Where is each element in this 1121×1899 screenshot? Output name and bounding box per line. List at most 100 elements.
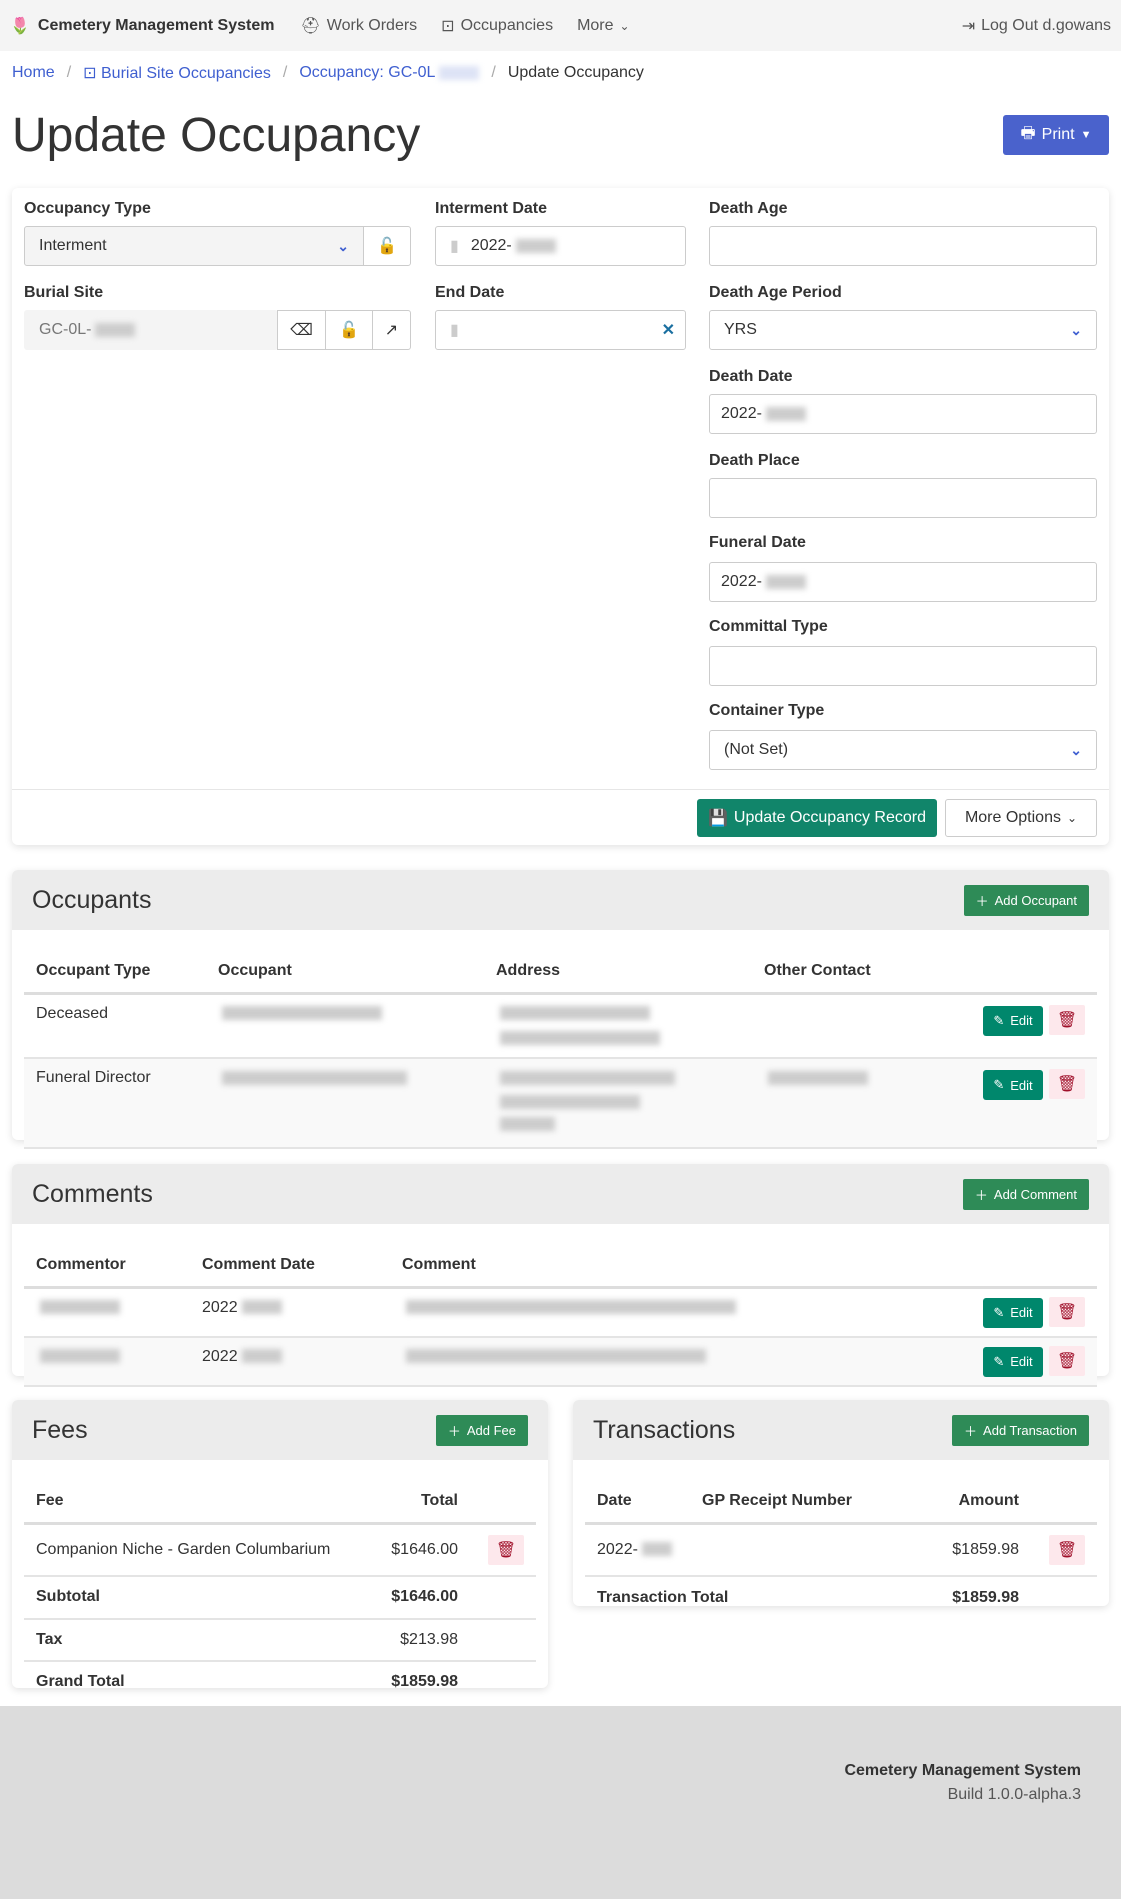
nav-label: More bbox=[577, 16, 614, 34]
nav-more-dropdown[interactable]: More ⌄ bbox=[577, 17, 630, 35]
grand-total-value: $1859.98 bbox=[391, 1673, 458, 1690]
redacted bbox=[40, 1300, 120, 1315]
occupancy-form: Occupancy Type Interment ⌄ 🔓 Burial Site … bbox=[12, 188, 1109, 845]
table-row: 2022 ✎ Edit 🗑 bbox=[24, 1287, 1097, 1338]
redacted bbox=[222, 1070, 407, 1085]
add-occupant-button[interactable]: ＋ Add Occupant bbox=[963, 884, 1089, 916]
crumb-label: Occupancy: GC-0L bbox=[299, 64, 436, 81]
delete-transaction-button[interactable]: 🗑 bbox=[1049, 1534, 1085, 1565]
add-transaction-button[interactable]: ＋ Add Transaction bbox=[952, 1414, 1089, 1446]
redacted bbox=[765, 575, 806, 589]
update-occupancy-button[interactable]: 💾 Update Occupancy Record bbox=[697, 799, 937, 837]
breadcrumb-burial-site-occupancies[interactable]: ⊡ Burial Site Occupancies bbox=[83, 63, 271, 83]
panel-header: Transactions ＋ Add Transaction bbox=[573, 1400, 1109, 1460]
table-row: Companion Niche - Garden Columbarium $164… bbox=[24, 1523, 536, 1577]
burial-site-input[interactable]: GC-0L- bbox=[24, 310, 278, 350]
column-header: Commentor bbox=[24, 1244, 190, 1289]
top-navbar: 🌷 Cemetery Management System ⛑ Work Orders… bbox=[0, 0, 1121, 51]
button-label: Add Fee bbox=[466, 1422, 516, 1438]
death-age-input[interactable] bbox=[709, 226, 1097, 266]
nav-occupancies[interactable]: ⊡ Occupancies bbox=[441, 16, 553, 36]
footer-build: Build 1.0.0-alpha.3 bbox=[947, 1786, 1081, 1803]
plus-icon: ＋ bbox=[964, 1423, 978, 1439]
nav-work-orders[interactable]: ⛑ Work Orders bbox=[300, 16, 417, 36]
container-type-label: Container Type bbox=[709, 702, 825, 719]
occupancy-type-select[interactable]: Interment ⌄ bbox=[24, 226, 364, 266]
breadcrumb-current: Update Occupancy bbox=[507, 64, 644, 81]
add-fee-button[interactable]: ＋ Add Fee bbox=[435, 1414, 528, 1446]
breadcrumb-occupancy[interactable]: Occupancy: GC-0L bbox=[299, 64, 480, 82]
tax-label: Tax bbox=[24, 1618, 372, 1662]
redacted bbox=[500, 1070, 675, 1085]
transaction-amount: $1859.98 bbox=[914, 1523, 1031, 1577]
button-label: Edit bbox=[1010, 1305, 1033, 1320]
logout-link[interactable]: ⇥ Log Out d.gowans bbox=[962, 16, 1111, 36]
comments-table: Commentor Comment Date Comment 2022 ✎ Edit 🗑 … bbox=[24, 1244, 1097, 1387]
edit-occupant-button[interactable]: ✎ Edit bbox=[983, 1070, 1043, 1100]
delete-occupant-button[interactable]: 🗑 bbox=[1049, 1069, 1085, 1099]
brand-link[interactable]: 🌷 Cemetery Management System bbox=[10, 16, 274, 36]
fees-table: Fee Total Companion Niche - Garden Columb… bbox=[24, 1480, 536, 1703]
redacted bbox=[406, 1300, 736, 1315]
death-place-input[interactable] bbox=[709, 478, 1097, 518]
external-link-icon: ↗ bbox=[384, 322, 399, 339]
nav-label: Occupancies bbox=[460, 16, 554, 34]
end-date-input[interactable]: ▮ ✕ bbox=[435, 310, 686, 350]
plus-icon: ＋ bbox=[975, 893, 989, 909]
redacted bbox=[500, 1117, 555, 1131]
caret-down-icon: ▼ bbox=[1080, 129, 1092, 141]
delete-occupant-button[interactable]: 🗑 bbox=[1049, 1004, 1085, 1035]
pencil-icon: ✎ bbox=[993, 1353, 1005, 1369]
comment-date: 2022 bbox=[202, 1347, 238, 1365]
more-options-button[interactable]: More Options ⌄ bbox=[945, 799, 1097, 837]
chevron-down-icon: ⌄ bbox=[1070, 741, 1082, 758]
death-age-period-select[interactable]: YRS ⌄ bbox=[709, 310, 1097, 350]
save-icon: 💾 bbox=[707, 810, 728, 827]
redacted bbox=[222, 1006, 382, 1021]
nav-label: Work Orders bbox=[326, 16, 418, 34]
add-comment-button[interactable]: ＋ Add Comment bbox=[962, 1178, 1089, 1210]
open-burial-site-button[interactable]: ↗ bbox=[372, 310, 411, 350]
button-label: Add Transaction bbox=[983, 1422, 1077, 1438]
pencil-icon: ✎ bbox=[993, 1077, 1005, 1092]
trash-icon: 🗑 bbox=[495, 1541, 517, 1559]
panel-header: Fees ＋ Add Fee bbox=[12, 1400, 548, 1460]
tulip-logo-icon: 🌷 bbox=[10, 17, 30, 35]
interment-date-label: Interment Date bbox=[435, 200, 548, 217]
container-type-select[interactable]: (Not Set) ⌄ bbox=[709, 730, 1097, 770]
occupancy-icon: ⊡ bbox=[83, 65, 101, 82]
interment-date-input[interactable]: ▮ 2022- bbox=[435, 226, 686, 266]
edit-occupant-button[interactable]: ✎ Edit bbox=[983, 1005, 1043, 1036]
button-label: Add Comment bbox=[993, 1186, 1077, 1202]
trash-icon: 🗑 bbox=[1056, 1303, 1078, 1321]
breadcrumb-home[interactable]: Home bbox=[12, 64, 55, 81]
pencil-icon: ✎ bbox=[993, 1012, 1005, 1028]
chevron-down-icon: ⌄ bbox=[1066, 811, 1078, 825]
sign-out-icon: ⇥ bbox=[961, 17, 976, 35]
edit-comment-button[interactable]: ✎ Edit bbox=[983, 1346, 1043, 1377]
edit-comment-button[interactable]: ✎ Edit bbox=[983, 1297, 1043, 1328]
delete-fee-button[interactable]: 🗑 bbox=[488, 1534, 524, 1565]
comments-panel: Comments ＋ Add Comment Commentor Comment Da… bbox=[12, 1164, 1109, 1387]
panel-header: Comments ＋ Add Comment bbox=[12, 1164, 1109, 1224]
footer-app-name: Cemetery Management System bbox=[844, 1762, 1081, 1779]
delete-comment-button[interactable]: 🗑 bbox=[1049, 1345, 1085, 1376]
end-date-label: End Date bbox=[435, 284, 505, 301]
button-label: Edit bbox=[1010, 1013, 1033, 1028]
transaction-date: 2022- bbox=[597, 1540, 638, 1558]
clear-burial-site-button[interactable]: ⌫ bbox=[277, 310, 326, 350]
subtotal-label: Subtotal bbox=[24, 1575, 372, 1620]
column-header: Comment Date bbox=[190, 1244, 390, 1289]
unlock-burial-site-button[interactable]: 🔓 bbox=[325, 310, 373, 350]
delete-comment-button[interactable]: 🗑 bbox=[1049, 1296, 1085, 1327]
column-header: Amount bbox=[914, 1480, 1031, 1525]
funeral-date-input[interactable]: 2022- bbox=[709, 562, 1097, 602]
committal-type-input[interactable] bbox=[709, 646, 1097, 686]
chevron-down-icon: ⌄ bbox=[337, 237, 349, 254]
print-button[interactable]: 🖶 Print ▼ bbox=[1003, 115, 1109, 155]
unlock-occupancy-type-button[interactable]: 🔓 bbox=[363, 226, 411, 266]
subtotal-value: $1646.00 bbox=[371, 1575, 470, 1620]
clear-date-icon[interactable]: ✕ bbox=[661, 322, 675, 339]
table-row: 2022 ✎ Edit 🗑 bbox=[24, 1336, 1097, 1387]
death-date-input[interactable]: 2022- bbox=[709, 394, 1097, 434]
